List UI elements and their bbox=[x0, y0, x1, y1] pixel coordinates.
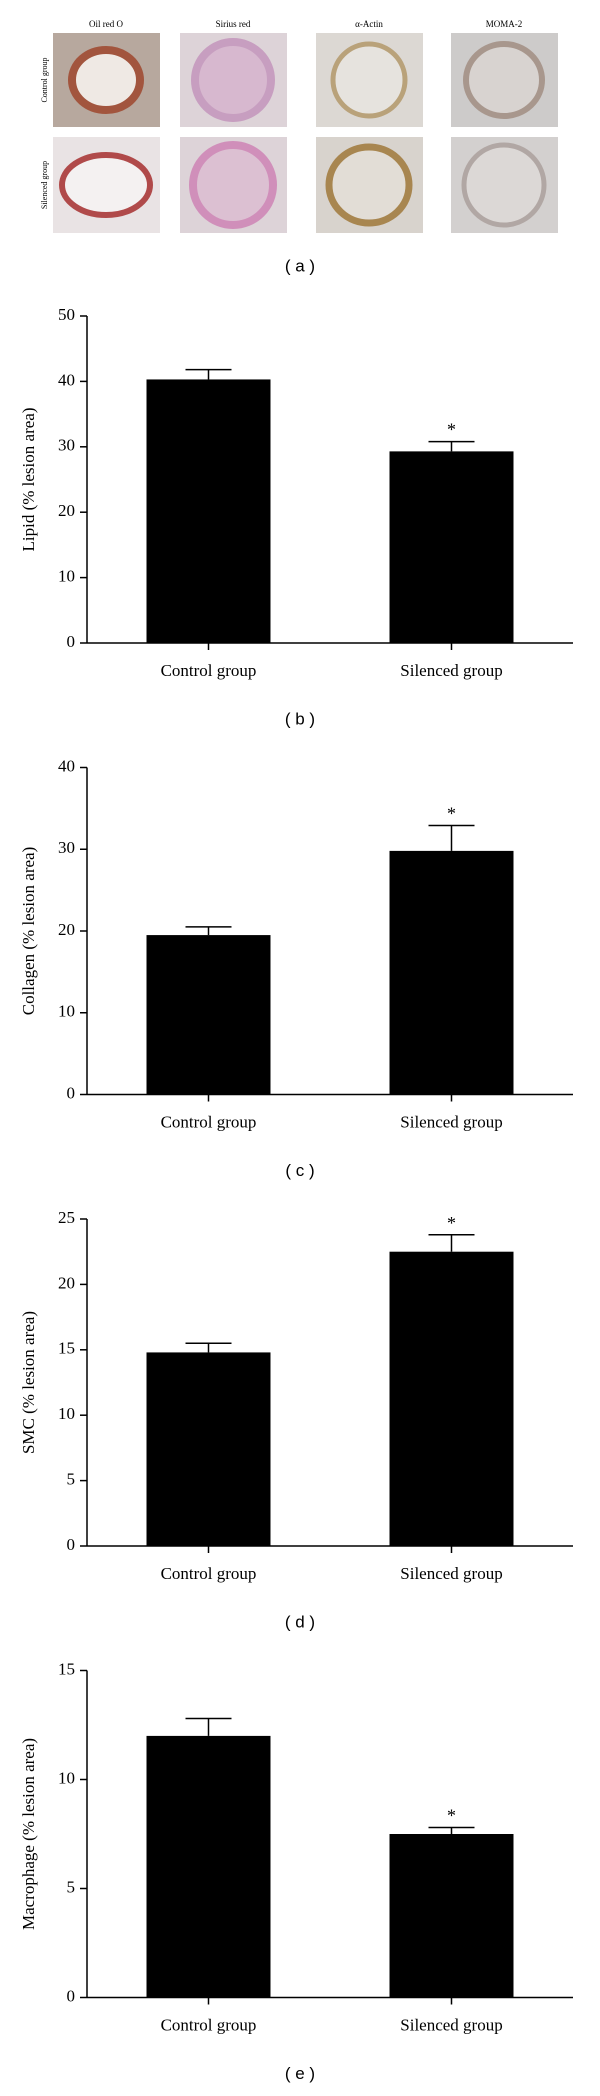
micrograph bbox=[189, 141, 277, 229]
y-tick-label: 20 bbox=[58, 1273, 75, 1292]
significance-marker: * bbox=[447, 1213, 456, 1233]
y-axis-label: Macrophage (% lesion area) bbox=[19, 1738, 38, 1930]
y-tick-label: 20 bbox=[58, 920, 75, 939]
significance-marker: * bbox=[447, 804, 456, 824]
micrograph bbox=[463, 41, 545, 119]
y-tick-label: 15 bbox=[58, 1339, 75, 1358]
y-tick-label: 20 bbox=[58, 501, 75, 520]
micrograph-grid bbox=[53, 33, 558, 233]
column-header: α-Actin bbox=[355, 19, 383, 29]
column-header: MOMA-2 bbox=[486, 19, 523, 29]
micrograph bbox=[68, 46, 144, 114]
bar bbox=[389, 1251, 514, 1546]
y-tick-label: 0 bbox=[67, 632, 76, 651]
error-bar bbox=[185, 368, 232, 380]
row-label: Silenced group bbox=[40, 161, 49, 209]
y-tick-label: 10 bbox=[58, 1002, 75, 1021]
x-tick-label: Control group bbox=[161, 2015, 257, 2034]
micrograph bbox=[330, 41, 408, 119]
x-tick-label: Silenced group bbox=[400, 2015, 502, 2034]
y-tick-label: 30 bbox=[58, 436, 75, 455]
error-bar bbox=[428, 1826, 475, 1834]
micrograph bbox=[461, 142, 547, 228]
error-bar bbox=[428, 440, 475, 452]
column-header: Sirius red bbox=[216, 19, 251, 29]
y-tick-label: 15 bbox=[58, 1659, 75, 1678]
y-tick-label: 40 bbox=[58, 756, 75, 775]
x-tick-label: Control group bbox=[161, 1564, 257, 1583]
error-bar bbox=[428, 824, 475, 851]
panel-label: ( b ) bbox=[285, 709, 315, 728]
x-tick-label: Silenced group bbox=[400, 661, 502, 680]
significance-marker: * bbox=[447, 420, 456, 440]
panel-label: ( e ) bbox=[285, 2064, 315, 2083]
x-tick-label: Control group bbox=[161, 1112, 257, 1131]
row-label: Control group bbox=[40, 57, 49, 102]
bar bbox=[389, 850, 514, 1095]
x-tick-label: Silenced group bbox=[400, 1112, 502, 1131]
panel-label: ( c ) bbox=[285, 1161, 314, 1180]
y-tick-label: 25 bbox=[58, 1208, 75, 1227]
y-tick-label: 5 bbox=[67, 1470, 76, 1489]
column-header: Oil red O bbox=[89, 19, 123, 29]
panel-label: ( a ) bbox=[285, 256, 315, 275]
bar bbox=[146, 935, 271, 1095]
y-tick-label: 0 bbox=[67, 1535, 76, 1554]
micrograph bbox=[59, 152, 153, 218]
y-tick-label: 0 bbox=[67, 1986, 76, 2005]
bar bbox=[146, 1352, 271, 1546]
y-axis-label: SMC (% lesion area) bbox=[19, 1311, 38, 1454]
y-tick-label: 5 bbox=[67, 1877, 76, 1896]
y-tick-label: 10 bbox=[58, 567, 75, 586]
micrograph bbox=[325, 143, 413, 227]
y-tick-label: 30 bbox=[58, 838, 75, 857]
panel-label: ( d ) bbox=[285, 1612, 315, 1631]
y-axis-label: Lipid (% lesion area) bbox=[19, 408, 38, 552]
y-tick-label: 10 bbox=[58, 1404, 75, 1423]
y-tick-label: 50 bbox=[58, 305, 75, 324]
x-tick-label: Control group bbox=[161, 661, 257, 680]
error-bar bbox=[428, 1233, 475, 1252]
bar bbox=[146, 379, 271, 643]
y-tick-label: 0 bbox=[67, 1083, 76, 1102]
error-bar bbox=[185, 926, 232, 936]
bar bbox=[389, 451, 514, 643]
significance-marker: * bbox=[447, 1806, 456, 1826]
y-tick-label: 10 bbox=[58, 1768, 75, 1787]
error-bar bbox=[185, 1717, 232, 1736]
error-bar bbox=[185, 1342, 232, 1353]
bar bbox=[146, 1735, 271, 1998]
micrograph bbox=[191, 38, 275, 122]
bar bbox=[389, 1834, 514, 1998]
x-tick-label: Silenced group bbox=[400, 1564, 502, 1583]
y-axis-label: Collagen (% lesion area) bbox=[19, 847, 38, 1016]
y-tick-label: 40 bbox=[58, 370, 75, 389]
